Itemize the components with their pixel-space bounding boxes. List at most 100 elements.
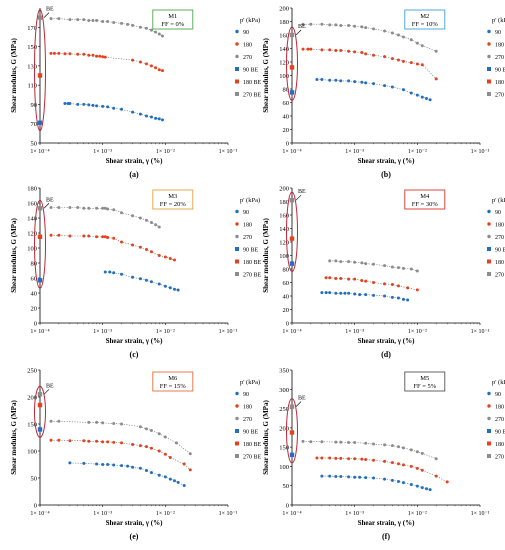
data-point-270 — [364, 262, 368, 266]
legend-entry: 270 — [495, 55, 504, 61]
x-tick-label: 1× 10⁻¹ — [219, 149, 238, 155]
data-point-270 — [76, 206, 80, 209]
data-point-90 — [383, 294, 387, 298]
legend-title: p' (kPa) — [240, 379, 260, 386]
x-tick-label: 1× 10⁻² — [408, 149, 427, 155]
data-point-90 — [131, 110, 135, 114]
data-point-90 — [372, 293, 376, 297]
data-point-270 — [76, 18, 80, 22]
data-point-90 — [126, 464, 130, 468]
be-label: BE — [298, 396, 306, 402]
data-point-180 — [396, 58, 400, 62]
y-tick-label: 160 — [279, 213, 289, 220]
legend-square-90 — [487, 247, 491, 251]
be-ellipse — [286, 26, 298, 101]
be-marker-90 — [37, 278, 43, 283]
data-point-90 — [138, 112, 142, 116]
data-point-90 — [401, 297, 405, 301]
y-tick-label: 100 — [27, 449, 37, 456]
panel-label: (f) — [382, 532, 390, 541]
legend-entry: 180 BE — [243, 442, 262, 448]
data-point-180 — [347, 457, 351, 461]
data-point-180 — [144, 248, 148, 251]
y-tick-label: 150 — [27, 422, 37, 429]
data-point-90 — [82, 461, 86, 465]
data-point-90 — [82, 102, 86, 106]
data-point-90 — [420, 486, 424, 490]
data-point-270 — [95, 19, 99, 23]
y-axis-label: Shear modulus, G (MPa) — [262, 400, 270, 475]
x-tick-label: 1× 10⁻¹ — [471, 149, 490, 155]
fines-fraction: FF = 15% — [160, 383, 187, 390]
data-point-180 — [364, 457, 368, 461]
data-point-180 — [131, 243, 135, 247]
y-tick-label: 130 — [27, 63, 37, 70]
legend-entry: 90 BE — [243, 68, 259, 74]
data-point-180 — [347, 277, 351, 281]
y-tick-label: 80 — [283, 87, 290, 94]
data-point-90 — [390, 478, 394, 482]
data-point-90 — [91, 103, 95, 107]
x-tick-label: 1× 10⁻² — [156, 511, 175, 517]
legend-entry: 180 BE — [495, 260, 505, 266]
y-tick-label: 60 — [283, 100, 290, 107]
data-point-180 — [76, 52, 80, 56]
data-point-270 — [163, 435, 167, 439]
legend-entry: 180 — [495, 223, 504, 229]
legend-entry: 270 — [495, 235, 504, 241]
data-point-180 — [168, 257, 172, 260]
be-arrow — [295, 194, 302, 201]
data-point-90 — [428, 488, 432, 492]
data-point-180 — [138, 60, 142, 64]
data-point-90 — [343, 291, 347, 295]
legend-dot-180 — [487, 222, 491, 226]
legend-square-270 — [235, 454, 239, 458]
data-point-270 — [112, 20, 116, 24]
data-point-180 — [353, 277, 357, 281]
be-marker-180 — [37, 73, 43, 78]
data-point-270 — [157, 432, 161, 436]
y-tick-label: 60 — [31, 276, 38, 283]
data-point-180 — [390, 57, 394, 61]
data-point-270 — [188, 452, 192, 456]
legend-entry: 180 — [243, 43, 252, 49]
data-point-90 — [149, 280, 153, 284]
data-point-90 — [347, 291, 351, 295]
legend-entry: 90 — [243, 392, 249, 398]
data-point-180 — [82, 234, 86, 238]
y-tick-label: 150 — [27, 44, 37, 51]
data-point-90 — [320, 291, 324, 295]
data-point-90 — [160, 118, 164, 122]
data-point-180 — [353, 50, 357, 54]
data-point-90 — [157, 282, 161, 286]
be-label: BE — [298, 24, 306, 30]
panel-label: (a) — [129, 170, 139, 179]
data-point-270 — [49, 17, 53, 21]
be-marker-180 — [37, 234, 43, 239]
data-point-270 — [131, 23, 135, 27]
x-tick-label: 1× 10⁻² — [408, 329, 427, 335]
y-tick-label: 120 — [279, 240, 289, 247]
data-point-180 — [182, 462, 186, 466]
model-name: M3 — [168, 193, 177, 200]
be-marker-270 — [289, 404, 295, 409]
x-tick-label: 1× 10⁻⁴ — [282, 511, 301, 517]
data-point-180 — [163, 255, 167, 259]
data-point-90 — [168, 286, 172, 290]
data-point-90 — [95, 462, 99, 466]
y-tick-label: 40 — [283, 294, 290, 301]
data-point-90 — [347, 79, 351, 83]
legend-entry: 90 — [243, 30, 249, 36]
legend-title: p' (kPa) — [492, 197, 505, 204]
x-axis-label: Shear strain, γ (%) — [106, 337, 163, 345]
data-point-270 — [372, 442, 376, 446]
y-tick-label: 180 — [27, 186, 37, 193]
be-marker-270 — [37, 392, 43, 397]
data-point-180 — [364, 279, 368, 283]
data-point-90 — [328, 474, 332, 478]
y-tick-label: 140 — [279, 46, 289, 53]
be-arrow — [295, 401, 302, 407]
data-point-180 — [415, 466, 419, 470]
data-point-270 — [383, 264, 387, 268]
data-point-180 — [328, 456, 332, 460]
